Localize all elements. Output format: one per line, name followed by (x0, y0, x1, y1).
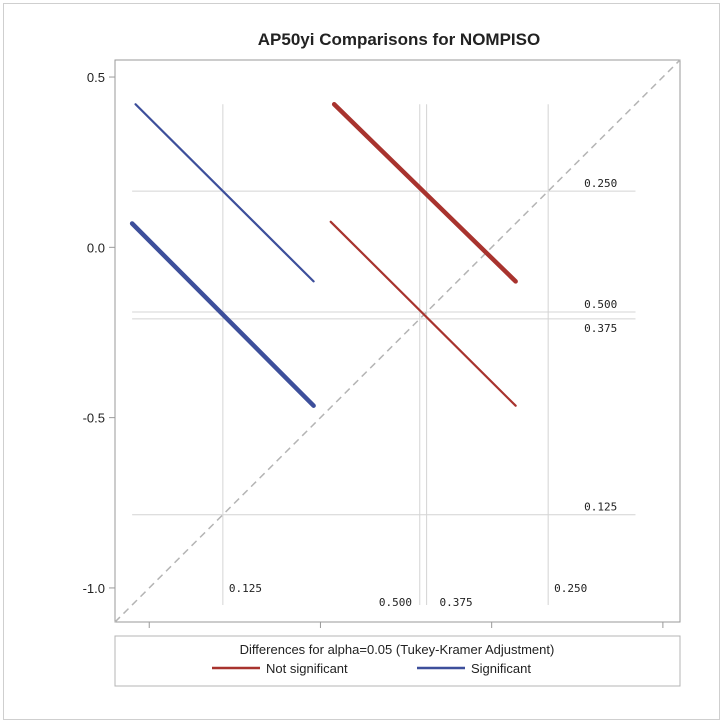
diagonal-line (114, 59, 681, 623)
ref-label-y-0.375: 0.375 (584, 322, 617, 335)
comparison-segment-significant-3 (129, 221, 316, 408)
legend-box (114, 635, 681, 687)
y-tick-label-1: 0.0 (87, 240, 105, 255)
ref-label-y-0.250: 0.250 (584, 177, 617, 190)
chart-frame (3, 3, 720, 720)
legend-label-not-significant: Not significant (266, 661, 348, 676)
y-tick-label-3: -1.0 (83, 581, 105, 596)
legend-items: Not significant Significant (212, 661, 531, 676)
diagonal-reference-line (114, 59, 681, 623)
reference-lines: 0.250 0.500 0.375 0.125 0.125 0.250 0.375 0.500 (132, 104, 636, 609)
ref-label-y-0.125: 0.125 (584, 501, 617, 514)
ref-label-y-0.500: 0.500 (584, 298, 617, 311)
y-tick-label-0: 0.5 (87, 70, 105, 85)
legend-label-significant: Significant (471, 661, 531, 676)
ref-label-x-0.250: 0.250 (554, 582, 587, 595)
plot-area-border (114, 59, 681, 623)
comparison-segment-not-significant-0 (331, 102, 518, 284)
comparison-segment-not-significant-1 (329, 220, 517, 407)
ref-label-x-0.125: 0.125 (229, 582, 262, 595)
ref-label-x-0.500: 0.500 (379, 596, 412, 609)
y-tick-label-2: -0.5 (83, 411, 105, 426)
chart-title: AP50yi Comparisons for NOMPISO (258, 30, 540, 49)
legend-title: Differences for alpha=0.05 (Tukey-Kramer… (240, 642, 555, 657)
ref-label-x-0.375: 0.375 (439, 596, 472, 609)
comparison-segment-significant-2 (134, 103, 315, 283)
comparison-segments (129, 102, 518, 408)
